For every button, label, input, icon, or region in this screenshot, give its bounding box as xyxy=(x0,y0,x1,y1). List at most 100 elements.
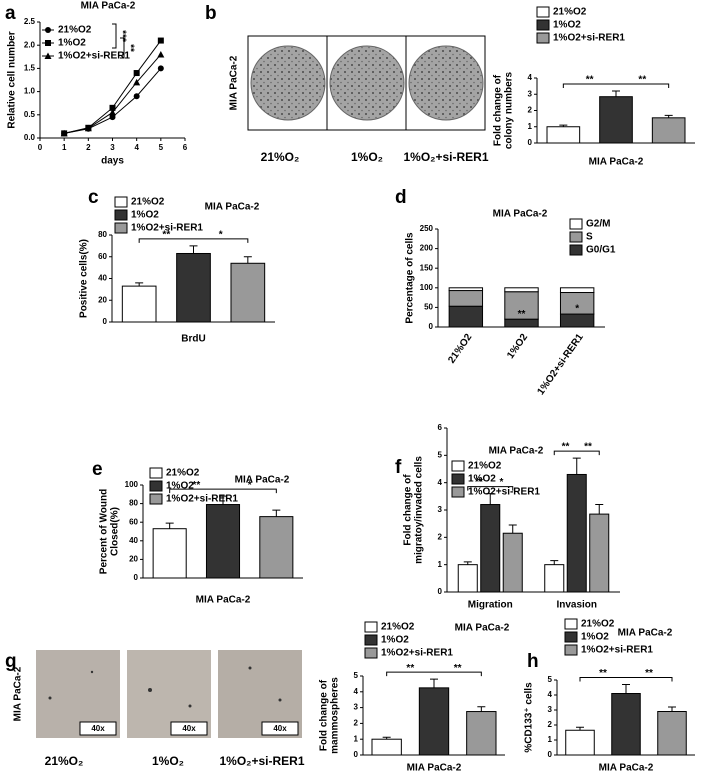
image-label: 1%O₂ xyxy=(152,754,184,768)
legend-label: G0/G1 xyxy=(586,245,616,256)
bar-segment xyxy=(504,287,539,293)
marker xyxy=(60,129,68,137)
y-tick-label: 2.0 xyxy=(24,40,36,49)
legend-swatch xyxy=(114,209,128,221)
error-bar xyxy=(272,509,281,517)
legend-label: 1%O2 xyxy=(166,481,194,492)
error-bar xyxy=(612,90,620,97)
series-line xyxy=(64,68,162,134)
chart-title: MIA PaCa-2 xyxy=(81,1,136,12)
bar xyxy=(657,711,687,756)
bar xyxy=(418,687,450,756)
y-tick-label: 80 xyxy=(98,230,107,239)
panel-letter: a xyxy=(5,3,16,24)
x-axis-label: days xyxy=(101,156,124,167)
legend-swatch xyxy=(451,460,465,472)
legend-label: 1%O2 xyxy=(468,474,496,485)
chart-title: MIA PaCa-2 xyxy=(493,209,548,220)
legend-label: 21%O2 xyxy=(468,461,502,472)
bar-segment xyxy=(559,287,595,294)
error-bar xyxy=(165,522,174,529)
y-tick-label: 5 xyxy=(354,671,359,680)
legend-label: G2/M xyxy=(586,219,610,230)
y-tick-label: 0 xyxy=(103,317,108,326)
bar xyxy=(371,738,402,756)
y-tick-label: 80 xyxy=(129,499,138,508)
y-tick-label: 6 xyxy=(438,423,443,432)
colony-images xyxy=(247,35,486,131)
y-tick-label: 4 xyxy=(438,478,443,487)
legend-swatch xyxy=(451,473,465,485)
legend-swatch xyxy=(536,32,550,44)
side-label: MIA PaCa-2 xyxy=(13,666,24,721)
x-tick-label: 2 xyxy=(86,143,91,152)
error-bar xyxy=(595,504,604,515)
legend-swatch xyxy=(564,618,578,630)
panel-letter: h xyxy=(527,651,539,672)
x-tick-label: 1%O2+si-RER1 xyxy=(535,332,586,398)
y-tick-label: 3 xyxy=(354,703,359,712)
image-label: 1%O₂ xyxy=(351,150,383,164)
y-tick-label: 2 xyxy=(438,532,443,541)
legend-label: 1%O2+si-RER1 xyxy=(166,494,238,505)
image-label: 21%O₂ xyxy=(45,754,84,768)
mammosphere-images xyxy=(36,650,302,738)
y-tick-label: 40 xyxy=(129,536,138,545)
y-tick-label: 1 xyxy=(438,560,443,569)
y-tick-label: 3 xyxy=(528,89,533,98)
bar xyxy=(230,262,266,323)
bar-segment xyxy=(448,305,484,328)
x-axis-label: MIA PaCa-2 xyxy=(599,763,654,774)
legend-swatch xyxy=(114,196,128,208)
legend-label: 1%O2 xyxy=(381,635,409,646)
x-axis-label: BrdU xyxy=(181,334,205,345)
marker xyxy=(133,78,141,86)
panel-letter: c xyxy=(88,187,99,208)
legend-swatch xyxy=(149,480,163,492)
error-bar xyxy=(430,678,438,688)
legend-label: 1%O2+si-RER1 xyxy=(468,487,540,498)
magnification: 40x xyxy=(91,724,105,733)
bar xyxy=(176,252,211,323)
significance-bracket xyxy=(169,488,277,494)
series-line xyxy=(64,54,162,134)
error-bar xyxy=(243,256,252,264)
bar xyxy=(566,473,587,593)
y-tick-label: 0 xyxy=(134,573,139,582)
x-tick-label: 0 xyxy=(38,143,43,152)
bar xyxy=(544,564,565,593)
annotation: ** xyxy=(518,309,526,320)
legend-label: 21%O2 xyxy=(131,197,165,208)
significance-label: ** xyxy=(406,663,414,674)
bar-segment xyxy=(559,313,595,328)
marker xyxy=(84,124,92,132)
significance-label: ** xyxy=(638,75,646,86)
significance-label: ** xyxy=(586,75,594,86)
error-bar xyxy=(382,736,391,740)
bar xyxy=(565,729,595,756)
x-axis-label: MIA PaCa-2 xyxy=(196,595,251,606)
y-tick-label: 100 xyxy=(420,283,434,292)
significance-label: ** xyxy=(562,442,570,453)
y-tick-label: 0.5 xyxy=(24,110,36,119)
y-axis-label: %CD133⁺ cells xyxy=(524,682,535,753)
x-tick-label: 3 xyxy=(110,143,115,152)
panel-letter: g xyxy=(5,651,17,672)
bar xyxy=(589,513,610,593)
marker xyxy=(109,114,116,121)
y-tick-label: 5 xyxy=(548,675,553,684)
legend-swatch xyxy=(569,231,583,243)
y-tick-label: 20 xyxy=(98,295,107,304)
bar xyxy=(457,564,478,593)
bar-segment xyxy=(504,318,539,328)
bar xyxy=(152,528,187,579)
error-bar xyxy=(189,245,198,254)
error-bar xyxy=(508,524,517,534)
x-tick-label: 5 xyxy=(159,143,164,152)
error-bar xyxy=(559,124,568,127)
error-bar xyxy=(463,561,472,565)
bar xyxy=(466,711,497,756)
y-axis-label: Fold change of xyxy=(403,474,414,546)
annotation: *** xyxy=(116,30,127,42)
y-axis-label: Relative cell number xyxy=(7,31,18,128)
